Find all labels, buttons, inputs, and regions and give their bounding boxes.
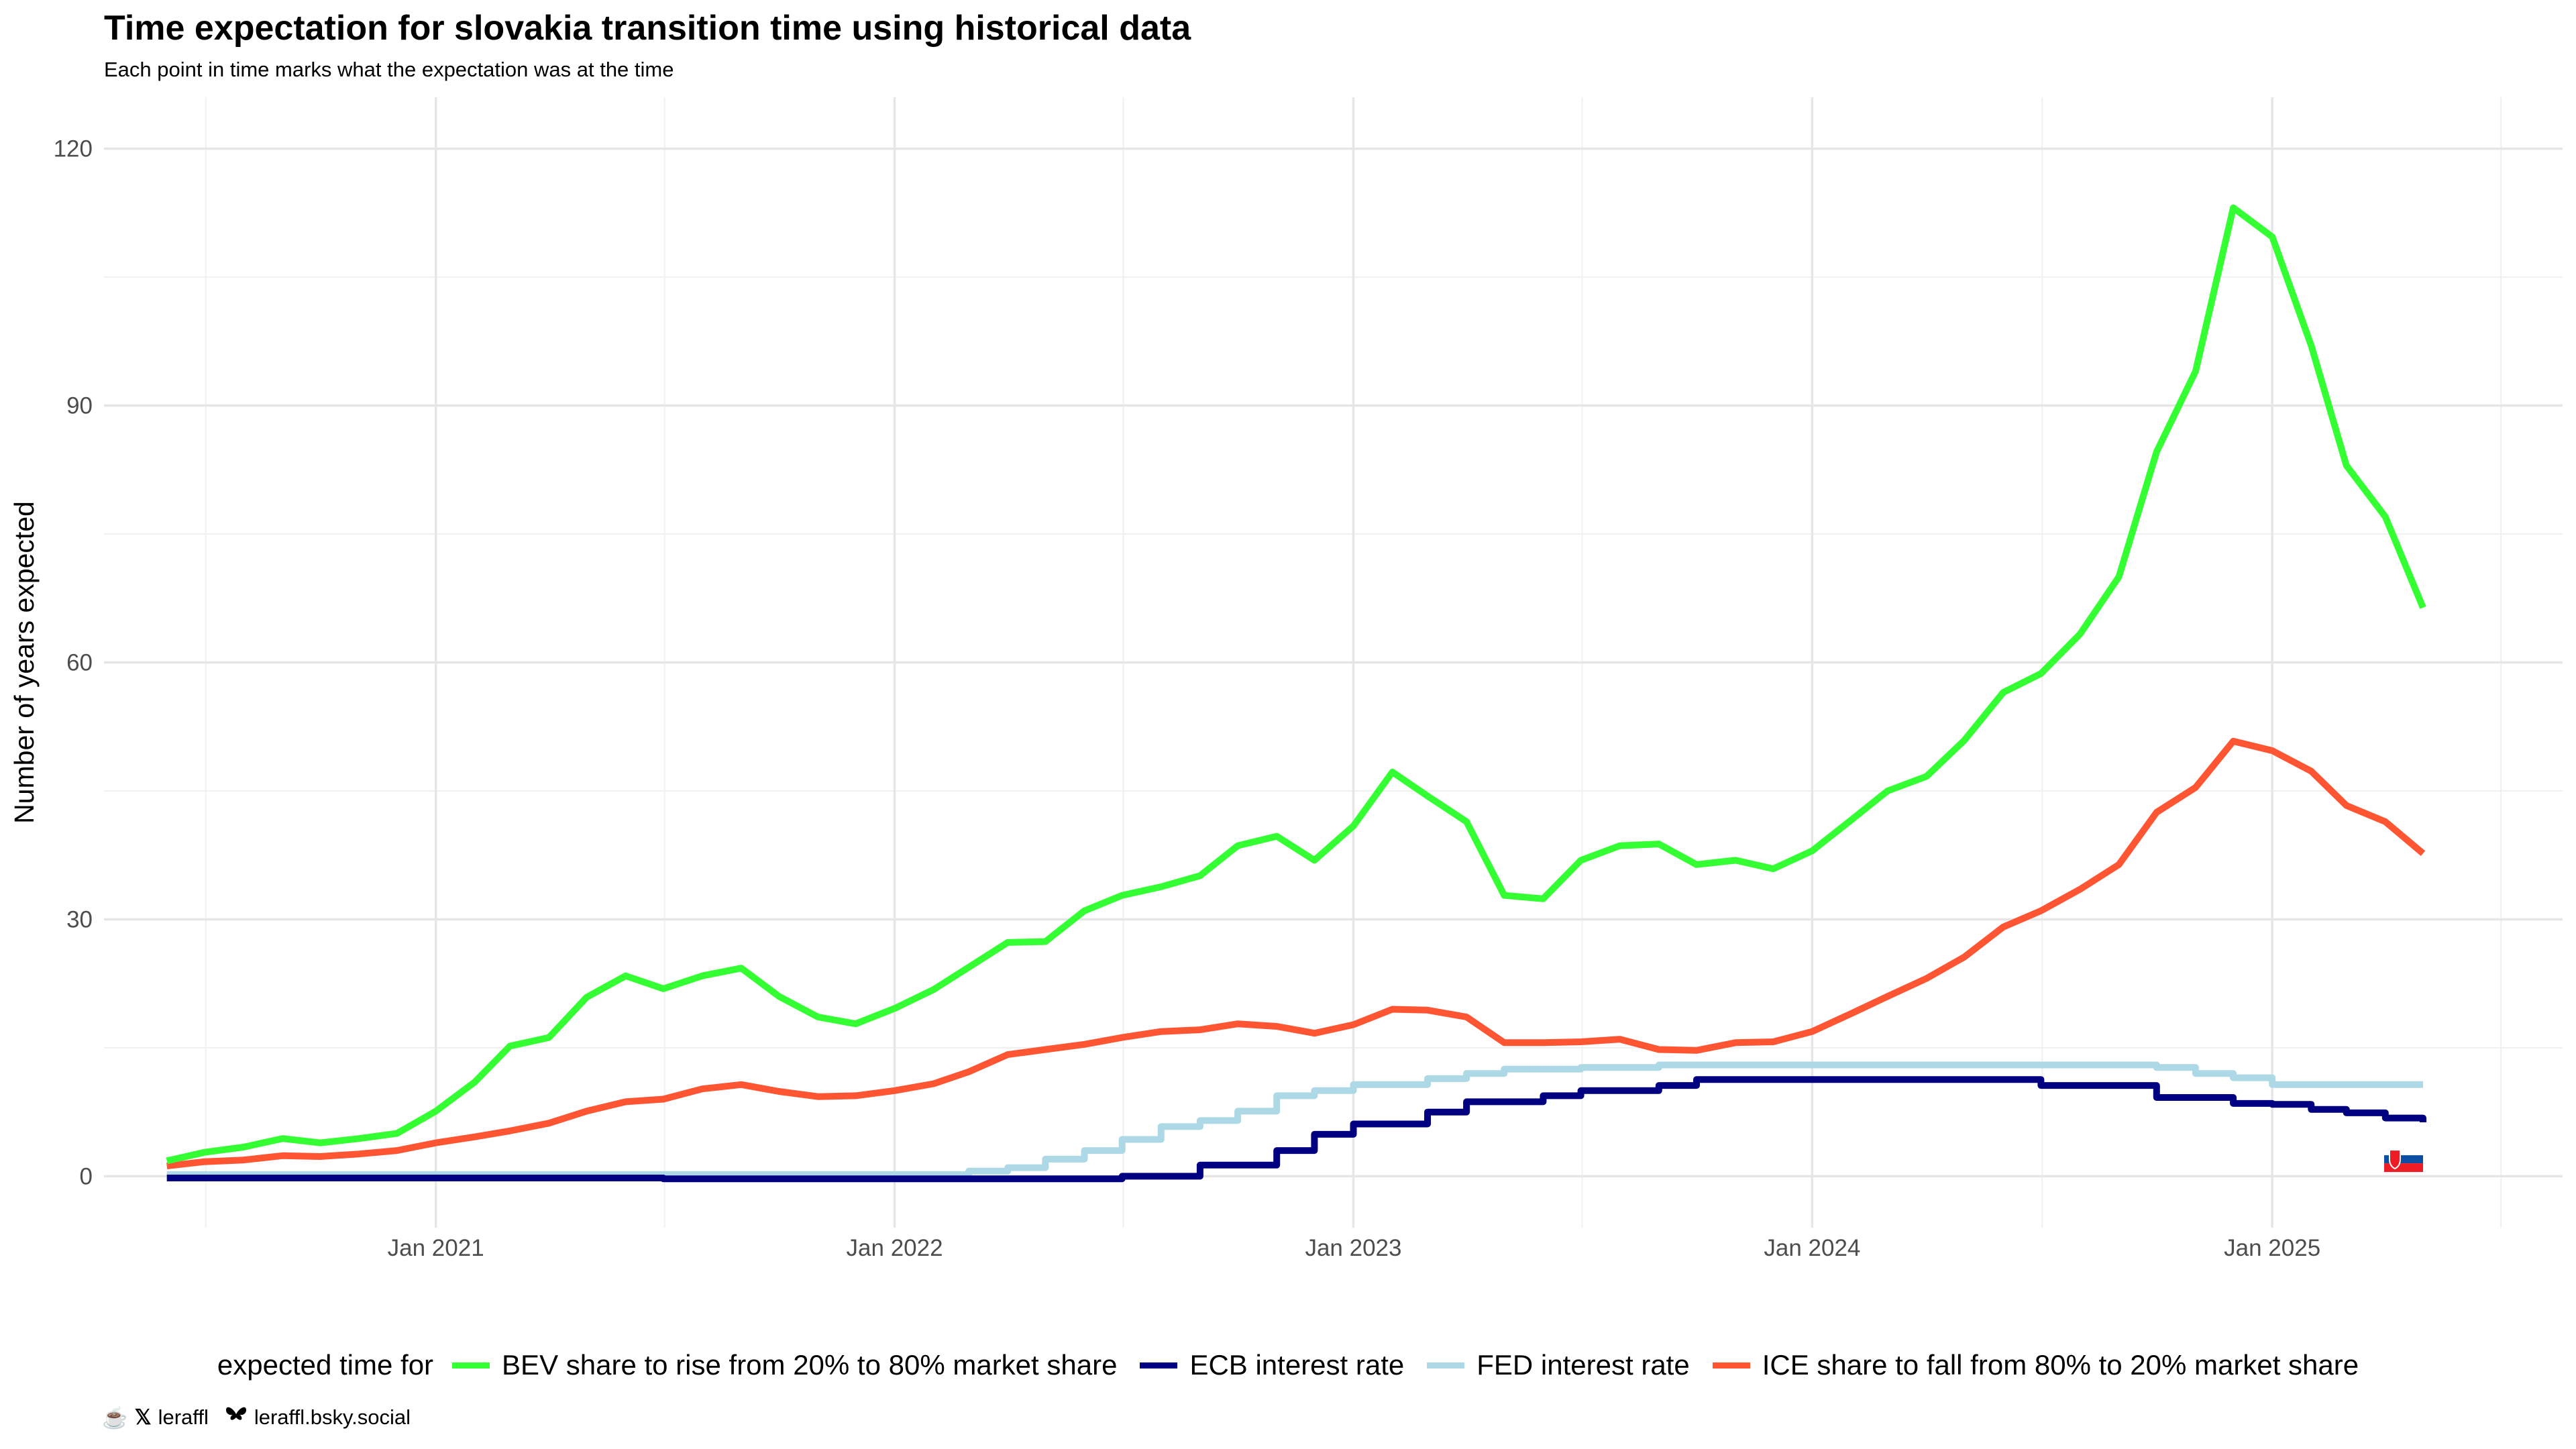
y-tick-label: 90	[66, 393, 93, 419]
legend-label-ecb: ECB interest rate	[1189, 1349, 1405, 1381]
x-tick-label: Jan 2025	[2224, 1235, 2320, 1261]
flag-coat-of-arms	[2389, 1149, 2401, 1170]
legend-label-ice: ICE share to fall from 80% to 20% market…	[1762, 1349, 2359, 1381]
credits-bsky: leraffl.bsky.social	[254, 1405, 411, 1429]
butterfly-icon	[225, 1405, 248, 1430]
legend-item-ice: ICE share to fall from 80% to 20% market…	[1712, 1349, 2359, 1381]
series-line-1	[166, 1076, 2426, 1183]
legend-item-ecb: ECB interest rate	[1140, 1349, 1404, 1381]
y-axis-label: Number of years expected	[9, 501, 40, 824]
series-line-2	[166, 1061, 2423, 1178]
legend-swatch-ecb	[1140, 1362, 1178, 1368]
credits-handle: leraffl	[158, 1405, 209, 1429]
line-chart: 0 30 60 90 120 Jan 2021 Jan 2022 Jan 2023 Jan 20…	[9, 97, 2563, 1261]
legend-label-fed: FED interest rate	[1477, 1349, 1690, 1381]
x-tick-label: Jan 2023	[1305, 1235, 1401, 1261]
x-tick-label: Jan 2021	[388, 1235, 484, 1261]
y-tick-label: 120	[54, 136, 93, 162]
series-line-3	[166, 737, 2426, 1170]
x-logo-icon: 𝕏	[134, 1405, 152, 1429]
x-tick-label: Jan 2022	[847, 1235, 943, 1261]
series-layer	[166, 204, 2426, 1183]
legend-item-bev: BEV share to rise from 20% to 80% market…	[452, 1349, 1117, 1381]
coffee-cup-icon: ☕	[102, 1405, 128, 1430]
marker-layer	[2384, 1147, 2423, 1173]
legend-item-fed: FED interest rate	[1427, 1349, 1690, 1381]
legend-swatch-bev	[452, 1362, 490, 1368]
grid	[104, 97, 2563, 1228]
legend-swatch-ice	[1712, 1362, 1750, 1368]
slovakia-flag-icon	[2384, 1147, 2423, 1173]
y-tick-label: 30	[66, 906, 93, 932]
axis-labels: 0 30 60 90 120 Jan 2021 Jan 2022 Jan 2023 Jan 20…	[9, 136, 2320, 1261]
credits: ☕ 𝕏 leraffl leraffl.bsky.social	[102, 1405, 411, 1430]
x-tick-label: Jan 2024	[1764, 1235, 1860, 1261]
legend-swatch-fed	[1427, 1362, 1465, 1368]
legend: expected time for BEV share to rise from…	[0, 1342, 2576, 1389]
y-tick-label: 0	[80, 1163, 93, 1189]
legend-title: expected time for	[217, 1349, 434, 1381]
chart-subtitle: Each point in time marks what the expect…	[104, 58, 674, 81]
y-tick-label: 60	[66, 650, 93, 676]
series-line-0	[166, 204, 2426, 1165]
chart-title: Time expectation for slovakia transition…	[104, 9, 1191, 48]
legend-label-bev: BEV share to rise from 20% to 80% market…	[502, 1349, 1118, 1381]
